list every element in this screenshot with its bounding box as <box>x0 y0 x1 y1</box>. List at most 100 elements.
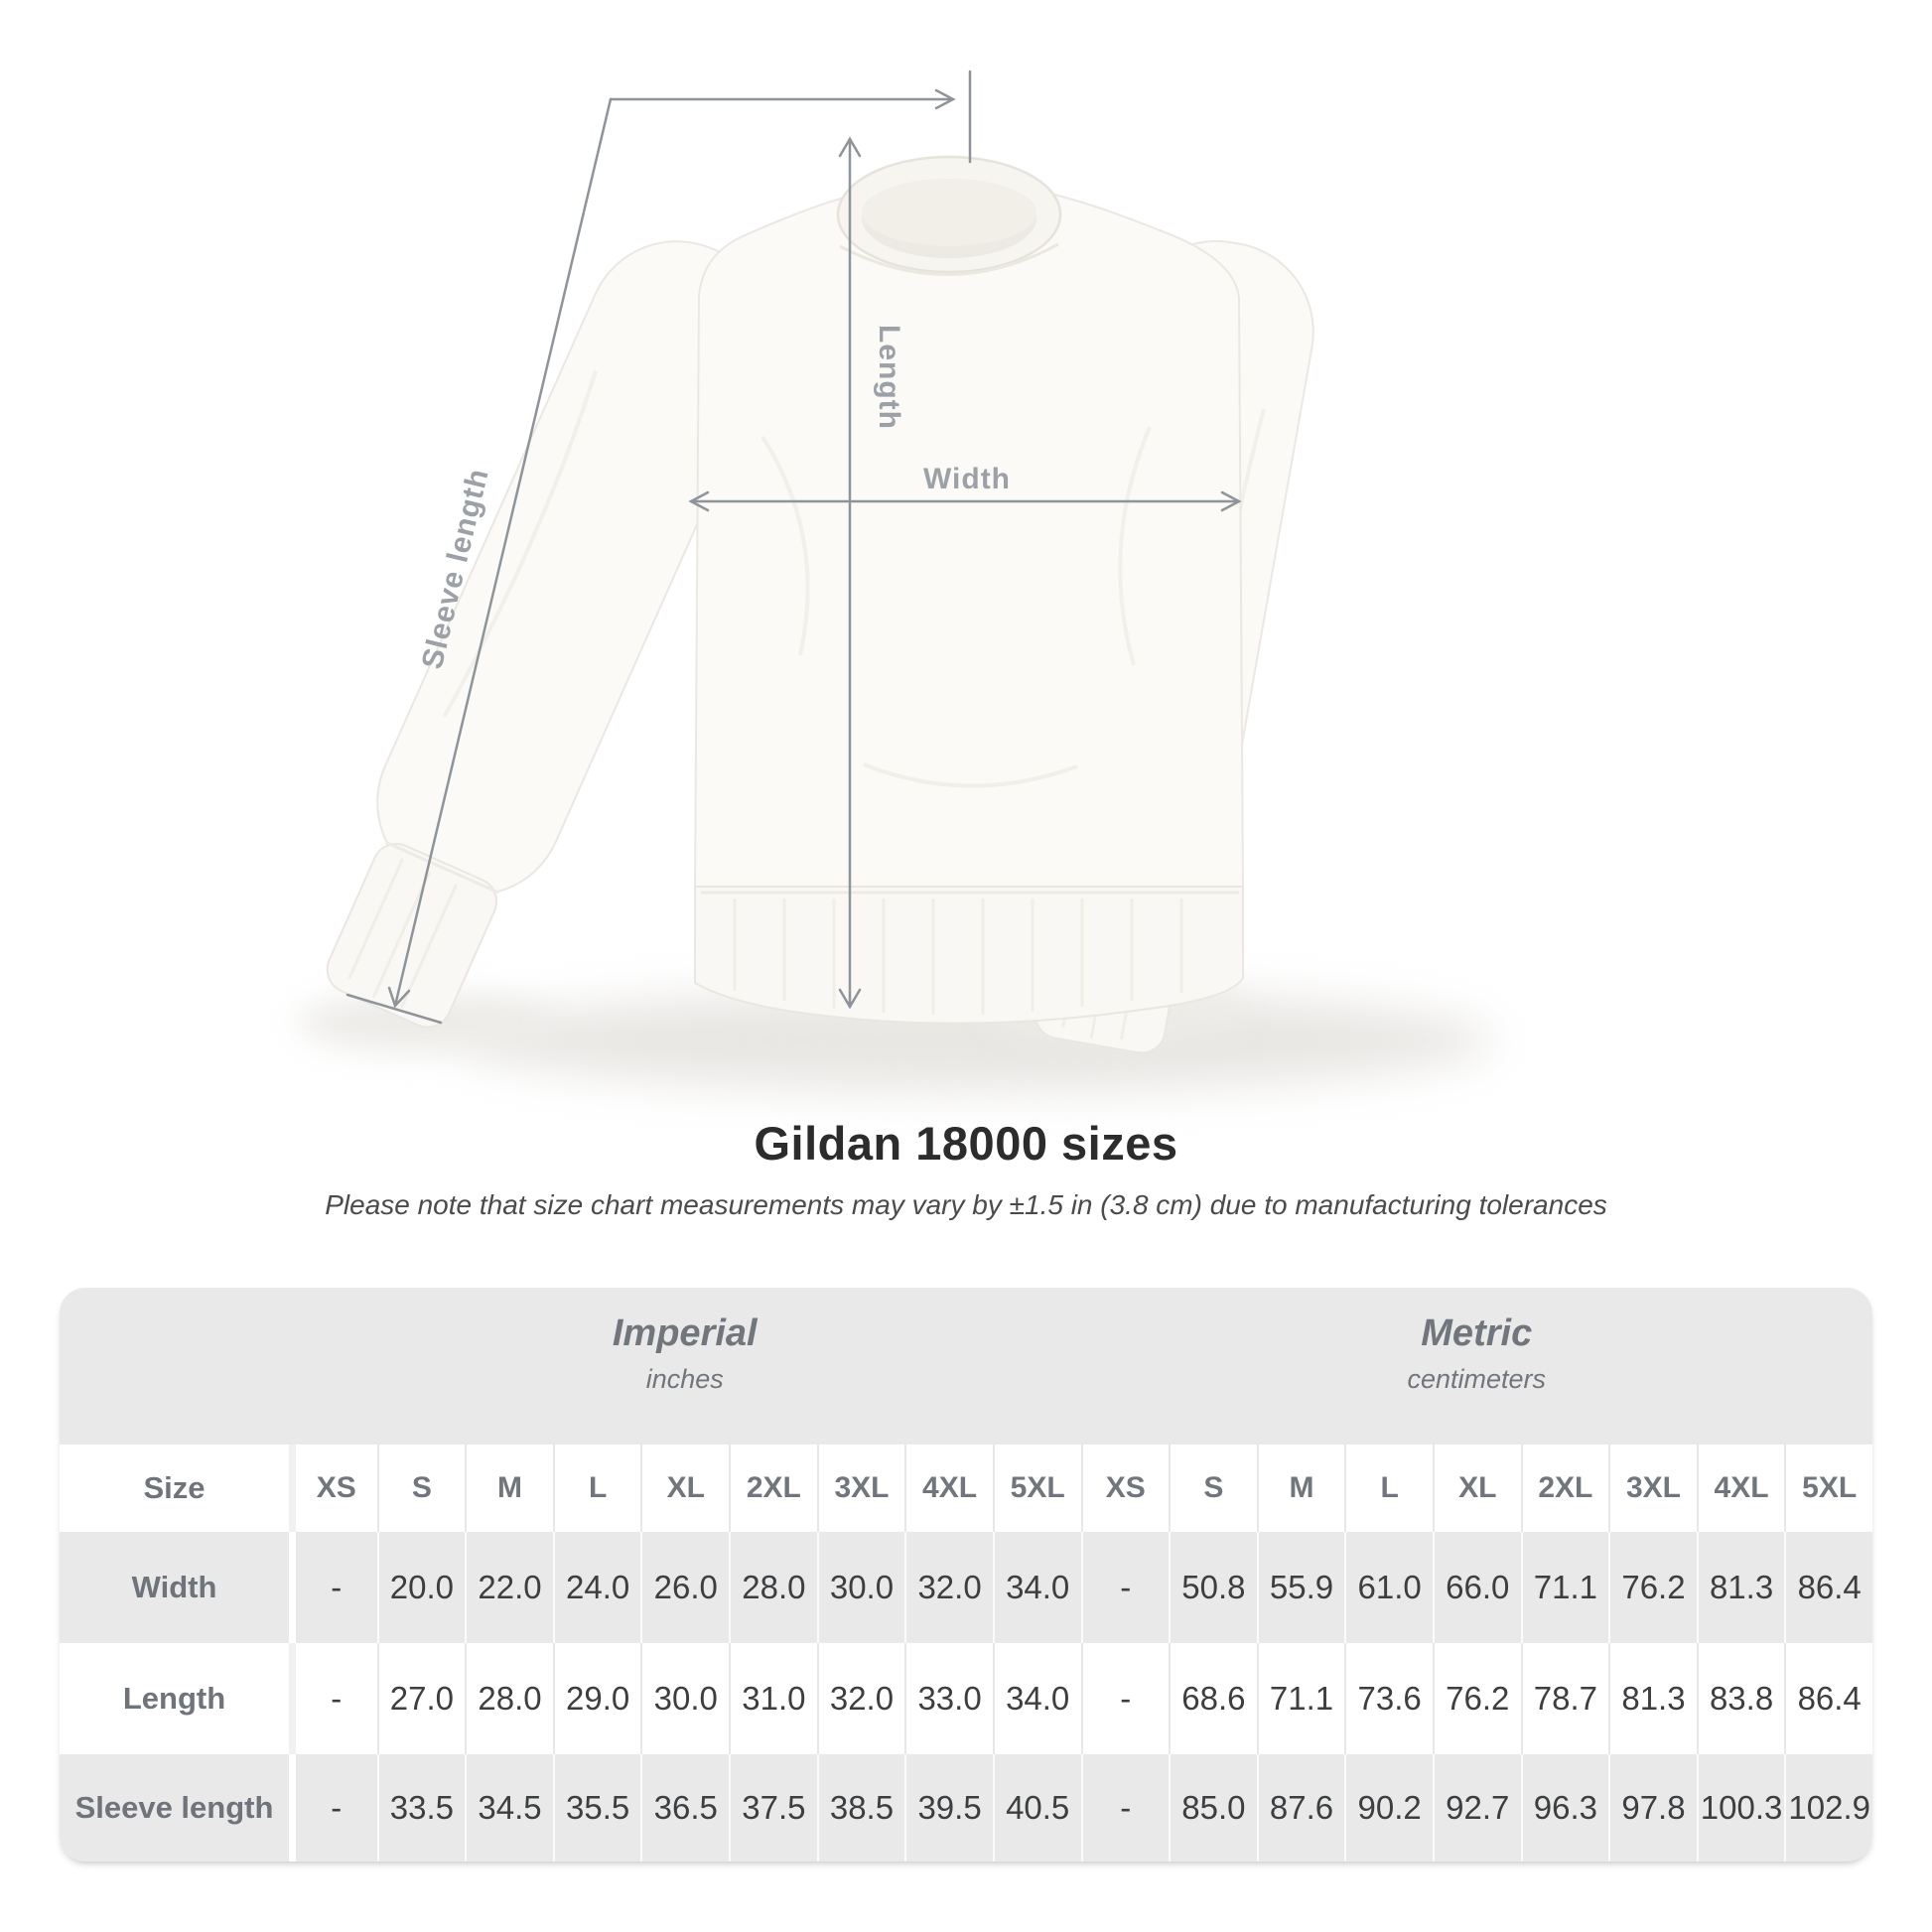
size-col-metric-4xl: 4XL <box>1696 1445 1785 1532</box>
value-cell: 24.0 <box>552 1532 641 1643</box>
size-col-imperial-l: L <box>552 1445 641 1532</box>
value-cell: 34.0 <box>992 1532 1081 1643</box>
size-col-imperial-4xl: 4XL <box>904 1445 993 1532</box>
value-cell: 33.0 <box>904 1643 993 1754</box>
value-cell: 90.2 <box>1344 1754 1433 1862</box>
size-col-metric-xl: XL <box>1432 1445 1521 1532</box>
size-col-metric-s: S <box>1169 1445 1257 1532</box>
size-table: Imperial inches Metric centimeters Size XS S M L… <box>60 1288 1872 1862</box>
size-col-metric-3xl: 3XL <box>1608 1445 1697 1532</box>
size-col-imperial-3xl: 3XL <box>816 1445 905 1532</box>
table-corner-cell <box>60 1288 289 1445</box>
value-cell: 50.8 <box>1169 1532 1257 1643</box>
size-col-metric-2xl: 2XL <box>1520 1445 1609 1532</box>
unit-group-unit: inches <box>645 1363 724 1394</box>
value-cell: 96.3 <box>1520 1754 1609 1862</box>
row-label-width: Width <box>60 1532 289 1643</box>
collar <box>836 155 1062 276</box>
value-cell: 76.2 <box>1432 1643 1521 1754</box>
value-cell: 35.5 <box>552 1754 641 1862</box>
value-cell: 28.0 <box>465 1643 553 1754</box>
value-cell: 55.9 <box>1256 1532 1345 1643</box>
value-cell: 61.0 <box>1344 1532 1433 1643</box>
size-col-imperial-5xl: 5XL <box>992 1445 1081 1532</box>
value-cell: 22.0 <box>465 1532 553 1643</box>
tolerance-note: Please note that size chart measurements… <box>325 1189 1607 1220</box>
value-cell: 36.5 <box>640 1754 730 1862</box>
size-header-cell: Size <box>60 1445 289 1532</box>
torso <box>693 180 1245 892</box>
value-cell: - <box>1080 1532 1170 1643</box>
sleeve-length-end-tick <box>345 993 443 1025</box>
waistband <box>694 886 1244 1025</box>
value-cell: 40.5 <box>992 1754 1081 1862</box>
row-label-length: Length <box>60 1643 289 1754</box>
size-col-metric-xs: XS <box>1080 1445 1170 1532</box>
value-cell: 71.1 <box>1256 1643 1345 1754</box>
size-col-imperial-xs: XS <box>289 1445 377 1532</box>
value-cell: 26.0 <box>640 1532 730 1643</box>
value-cell: 29.0 <box>552 1643 641 1754</box>
value-cell: 86.4 <box>1784 1643 1872 1754</box>
left-cuff <box>326 843 498 1029</box>
measurement-annotations: Length Width Sleeve length <box>345 69 1242 1025</box>
value-cell: 32.0 <box>904 1532 993 1643</box>
value-cell: 27.0 <box>376 1643 466 1754</box>
row-label-sleeve-length: Sleeve length <box>60 1754 289 1862</box>
size-col-metric-m: M <box>1256 1445 1345 1532</box>
size-col-imperial-s: S <box>376 1445 466 1532</box>
value-cell: 71.1 <box>1520 1532 1609 1643</box>
value-cell: 39.5 <box>904 1754 993 1862</box>
width-label: Width <box>923 463 1011 495</box>
left-sleeve <box>326 240 775 1029</box>
right-cuff <box>1034 880 1186 1054</box>
value-cell: 31.0 <box>729 1643 817 1754</box>
value-cell: 30.0 <box>816 1532 905 1643</box>
value-cell: 102.9 <box>1784 1754 1872 1862</box>
unit-group-imperial: Imperial inches <box>289 1288 1081 1445</box>
value-cell: 68.6 <box>1169 1643 1257 1754</box>
value-cell: 86.4 <box>1784 1532 1872 1643</box>
value-cell: 30.0 <box>640 1643 730 1754</box>
sweatshirt-diagram: Length Width Sleeve length <box>298 69 1494 1092</box>
value-cell: 81.3 <box>1608 1643 1697 1754</box>
page-title: Gildan 18000 sizes <box>754 1117 1178 1170</box>
value-cell: 100.3 <box>1696 1754 1785 1862</box>
value-cell: 92.7 <box>1432 1754 1521 1862</box>
value-cell: 34.5 <box>465 1754 553 1862</box>
unit-group-name: Imperial <box>612 1311 758 1354</box>
length-label: Length <box>873 325 905 430</box>
value-cell: 81.3 <box>1696 1532 1785 1643</box>
right-sleeve <box>1034 239 1314 1054</box>
value-cell: - <box>1080 1643 1170 1754</box>
value-cell: 97.8 <box>1608 1754 1697 1862</box>
unit-group-unit: centimeters <box>1407 1363 1547 1394</box>
unit-group-metric: Metric centimeters <box>1080 1288 1872 1445</box>
value-cell: 38.5 <box>816 1754 905 1862</box>
value-cell: - <box>1080 1754 1170 1862</box>
value-cell: 66.0 <box>1432 1532 1521 1643</box>
value-cell: 78.7 <box>1520 1643 1609 1754</box>
value-cell: - <box>289 1532 377 1643</box>
value-cell: 34.0 <box>992 1643 1081 1754</box>
value-cell: 87.6 <box>1256 1754 1345 1862</box>
value-cell: 73.6 <box>1344 1643 1433 1754</box>
value-cell: 33.5 <box>376 1754 466 1862</box>
value-cell: - <box>289 1754 377 1862</box>
value-cell: - <box>289 1643 377 1754</box>
value-cell: 28.0 <box>729 1532 817 1643</box>
size-col-imperial-xl: XL <box>640 1445 730 1532</box>
value-cell: 37.5 <box>729 1754 817 1862</box>
value-cell: 85.0 <box>1169 1754 1257 1862</box>
value-cell: 76.2 <box>1608 1532 1697 1643</box>
value-cell: 32.0 <box>816 1643 905 1754</box>
sleeve-length-arrow <box>393 97 613 1008</box>
garment-shadow <box>462 989 1494 1092</box>
value-cell: 20.0 <box>376 1532 466 1643</box>
value-cell: 83.8 <box>1696 1643 1785 1754</box>
size-col-imperial-m: M <box>465 1445 553 1532</box>
sleeve-length-label: Sleeve length <box>416 466 495 672</box>
size-col-metric-5xl: 5XL <box>1784 1445 1872 1532</box>
size-col-metric-l: L <box>1344 1445 1433 1532</box>
